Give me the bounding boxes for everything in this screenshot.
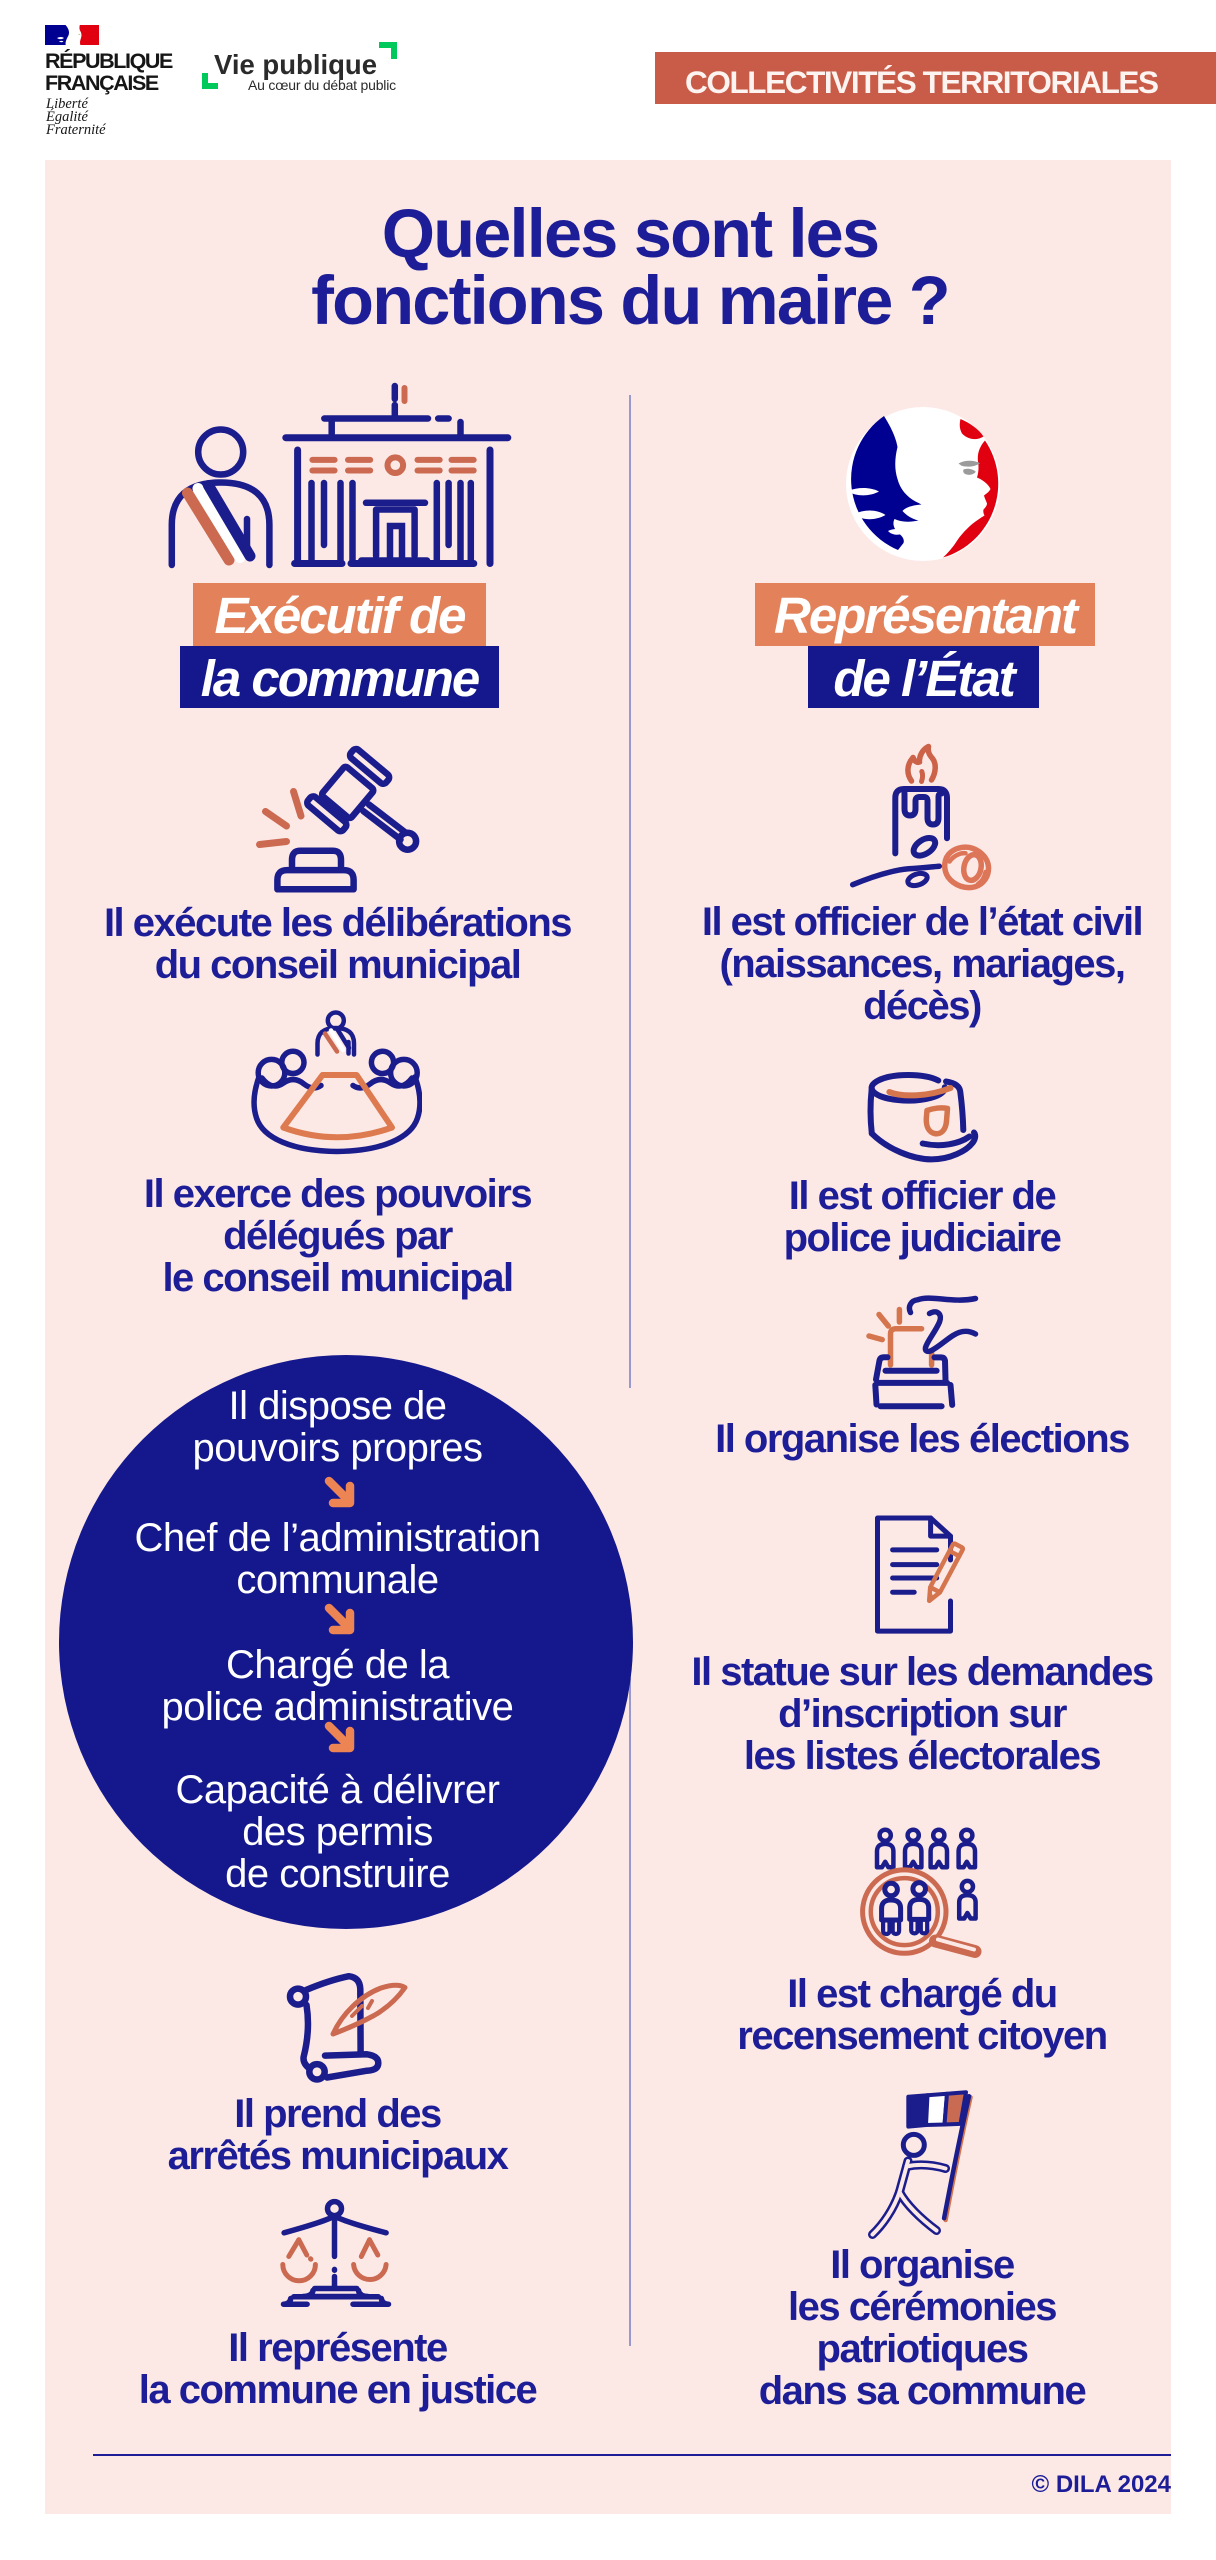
svg-text:Au cœur du débat public: Au cœur du débat public (248, 77, 396, 93)
svg-text:Vie publique: Vie publique (214, 49, 377, 80)
